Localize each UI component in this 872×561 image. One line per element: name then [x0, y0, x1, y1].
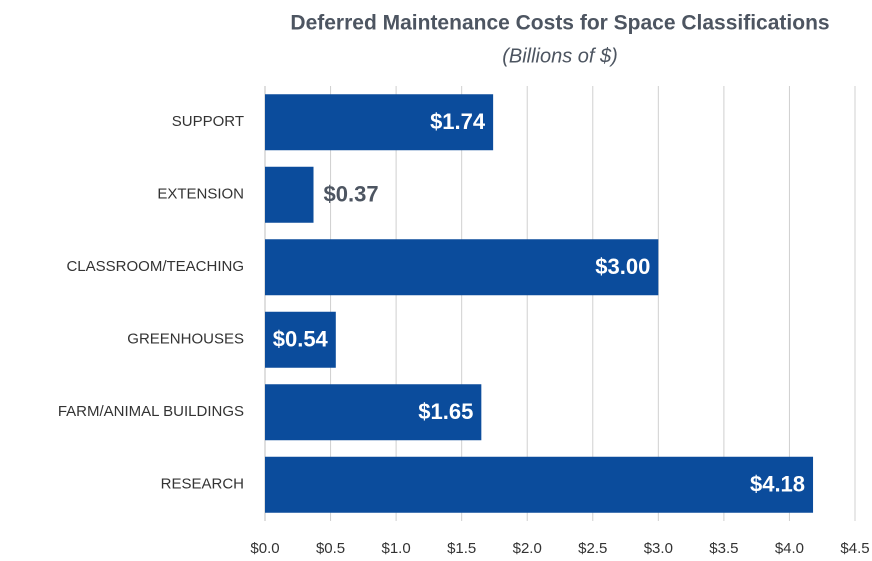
x-tick-label: $2.0: [513, 540, 542, 557]
y-tick-label: SUPPORT: [172, 113, 244, 130]
chart-subtitle: (Billions of $): [502, 45, 618, 67]
x-tick-label: $1.5: [447, 540, 476, 557]
bar: [265, 384, 482, 441]
value-label: $0.54: [273, 327, 329, 352]
bar: [265, 311, 336, 368]
value-label: $0.37: [324, 182, 379, 207]
bar: [265, 456, 814, 513]
x-tick-label: $0.0: [250, 540, 279, 557]
x-tick-label: $3.0: [644, 540, 673, 557]
y-tick-label: RESEARCH: [161, 476, 244, 493]
y-tick-label: FARM/ANIMAL BUILDINGS: [58, 403, 244, 420]
y-tick-label: EXTENSION: [157, 186, 244, 203]
bar: [265, 166, 314, 223]
value-label: $1.65: [418, 399, 473, 424]
value-label: $4.18: [750, 472, 805, 497]
x-tick-label: $4.5: [840, 540, 869, 557]
bar: [265, 94, 494, 151]
value-label: $3.00: [595, 254, 650, 279]
x-tick-label: $0.5: [316, 540, 345, 557]
x-tick-label: $1.0: [382, 540, 411, 557]
x-tick-label: $4.0: [775, 540, 804, 557]
x-tick-label: $2.5: [578, 540, 607, 557]
chart-title: Deferred Maintenance Costs for Space Cla…: [290, 12, 829, 35]
x-tick-label: $3.5: [709, 540, 738, 557]
y-tick-label: GREENHOUSES: [127, 331, 244, 348]
bar: [265, 239, 659, 296]
value-label: $1.74: [430, 109, 486, 134]
y-tick-label: CLASSROOM/TEACHING: [66, 258, 244, 275]
